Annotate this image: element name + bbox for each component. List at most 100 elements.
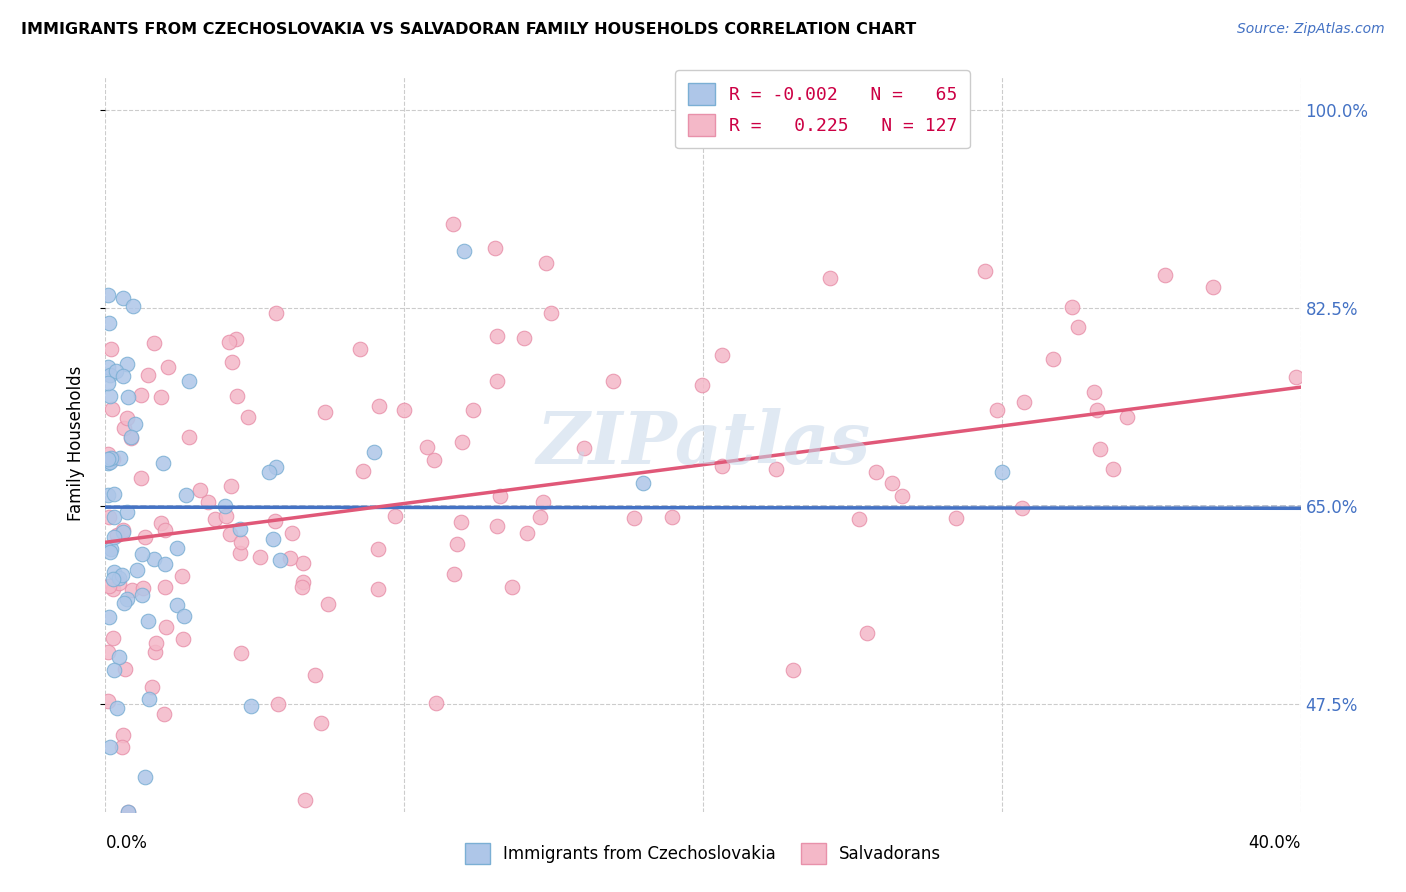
Point <box>120 431 142 445</box>
Point <box>765 462 787 476</box>
Point <box>266 306 288 320</box>
Point <box>229 522 252 536</box>
Point <box>690 378 713 392</box>
Point <box>100 402 122 417</box>
Point <box>1116 410 1139 425</box>
Point <box>156 359 179 374</box>
Point <box>149 516 172 530</box>
Point <box>368 399 391 413</box>
Point <box>441 217 464 231</box>
Point <box>236 410 259 425</box>
Point <box>945 511 967 525</box>
Point <box>150 390 173 404</box>
Point <box>117 805 139 819</box>
Point <box>112 525 135 540</box>
Y-axis label: Family Households: Family Households <box>66 366 84 522</box>
Point <box>446 537 468 551</box>
Text: IMMIGRANTS FROM CZECHOSLOVAKIA VS SALVADORAN FAMILY HOUSEHOLDS CORRELATION CHART: IMMIGRANTS FROM CZECHOSLOVAKIA VS SALVAD… <box>21 22 917 37</box>
Point <box>818 271 841 285</box>
Point <box>177 430 200 444</box>
Point <box>363 445 385 459</box>
Point <box>103 510 125 524</box>
Point <box>219 526 242 541</box>
Point <box>153 524 176 538</box>
Point <box>262 532 284 546</box>
Point <box>111 740 134 755</box>
Point <box>531 495 554 509</box>
Point <box>174 488 197 502</box>
Point <box>423 453 446 467</box>
Point <box>155 620 177 634</box>
Point <box>98 388 121 402</box>
Point <box>485 518 508 533</box>
Point <box>623 510 645 524</box>
Point <box>249 549 271 564</box>
Point <box>986 403 1008 417</box>
Point <box>103 663 125 677</box>
Point <box>291 581 314 595</box>
Point <box>882 476 904 491</box>
Point <box>291 556 314 570</box>
Point <box>111 368 134 383</box>
Point <box>108 450 131 465</box>
Point <box>97 451 120 466</box>
Point <box>231 646 253 660</box>
Point <box>98 739 121 754</box>
Point <box>141 680 163 694</box>
Point <box>125 563 148 577</box>
Point <box>152 456 174 470</box>
Point <box>1285 369 1308 384</box>
Point <box>121 583 143 598</box>
Point <box>1153 268 1175 282</box>
Point <box>129 471 152 485</box>
Point <box>108 575 131 590</box>
Point <box>214 500 236 514</box>
Point <box>1085 403 1108 417</box>
Point <box>661 509 683 524</box>
Point <box>1088 442 1111 456</box>
Point <box>352 464 374 478</box>
Point <box>114 662 136 676</box>
Point <box>98 316 121 330</box>
Point <box>711 348 734 362</box>
Point <box>415 440 437 454</box>
Point <box>304 668 326 682</box>
Point <box>134 770 156 784</box>
Point <box>115 505 138 519</box>
Point <box>97 488 120 502</box>
Point <box>890 489 912 503</box>
Point <box>384 509 406 524</box>
Point <box>108 571 131 585</box>
Point <box>367 582 389 596</box>
Point <box>98 544 121 558</box>
Point <box>101 572 124 586</box>
Point <box>105 528 128 542</box>
Point <box>152 707 174 722</box>
Text: 40.0%: 40.0% <box>1249 834 1301 852</box>
Point <box>291 574 314 589</box>
Point <box>266 697 288 711</box>
Point <box>316 597 339 611</box>
Point <box>450 515 472 529</box>
Point <box>294 793 316 807</box>
Point <box>485 374 508 388</box>
Point <box>122 299 145 313</box>
Point <box>105 701 128 715</box>
Point <box>229 546 252 560</box>
Point <box>101 582 124 596</box>
Point <box>1060 300 1083 314</box>
Point <box>602 374 624 388</box>
Point <box>105 364 128 378</box>
Point <box>311 715 333 730</box>
Legend: R = -0.002   N =   65, R =   0.225   N = 127: R = -0.002 N = 65, R = 0.225 N = 127 <box>675 70 970 148</box>
Point <box>218 335 240 350</box>
Point <box>117 592 139 607</box>
Point <box>990 465 1012 479</box>
Point <box>1101 462 1123 476</box>
Point <box>112 596 135 610</box>
Point <box>572 441 595 455</box>
Point <box>142 336 165 351</box>
Point <box>179 374 201 388</box>
Point <box>129 388 152 402</box>
Point <box>103 566 125 580</box>
